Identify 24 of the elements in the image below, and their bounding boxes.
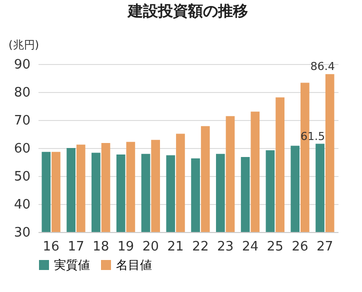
x-tick-label: 17 [68,240,84,254]
x-tick-label: 23 [217,240,234,254]
x-tick-label: 27 [316,240,334,254]
y-tick-label: 40 [14,198,30,212]
y-tick-label: 30 [14,226,30,240]
legend-label: 名目値 [116,258,152,272]
y-axis-title: (兆円) [8,38,40,52]
x-tick-label: 21 [167,240,184,254]
x-tick-label: 20 [142,240,159,254]
x-tick-label: 22 [192,240,209,254]
legend-label: 実質値 [54,258,90,272]
y-tick-label: 80 [14,86,30,100]
y-tick-label: 50 [14,170,30,184]
x-tick-label: 18 [92,240,110,254]
chart-title: 建設投資額の推移 [127,2,248,20]
y-tick-label: 90 [14,58,30,72]
x-tick-label: 16 [42,240,60,254]
y-tick-label: 70 [14,114,30,128]
x-tick-label: 19 [117,240,134,254]
x-tick-label: 24 [242,240,259,254]
x-tick-label: 26 [292,240,308,254]
y-tick-label: 60 [14,142,30,156]
data-label: 86.4 [310,60,335,74]
x-tick-label: 25 [266,240,284,254]
